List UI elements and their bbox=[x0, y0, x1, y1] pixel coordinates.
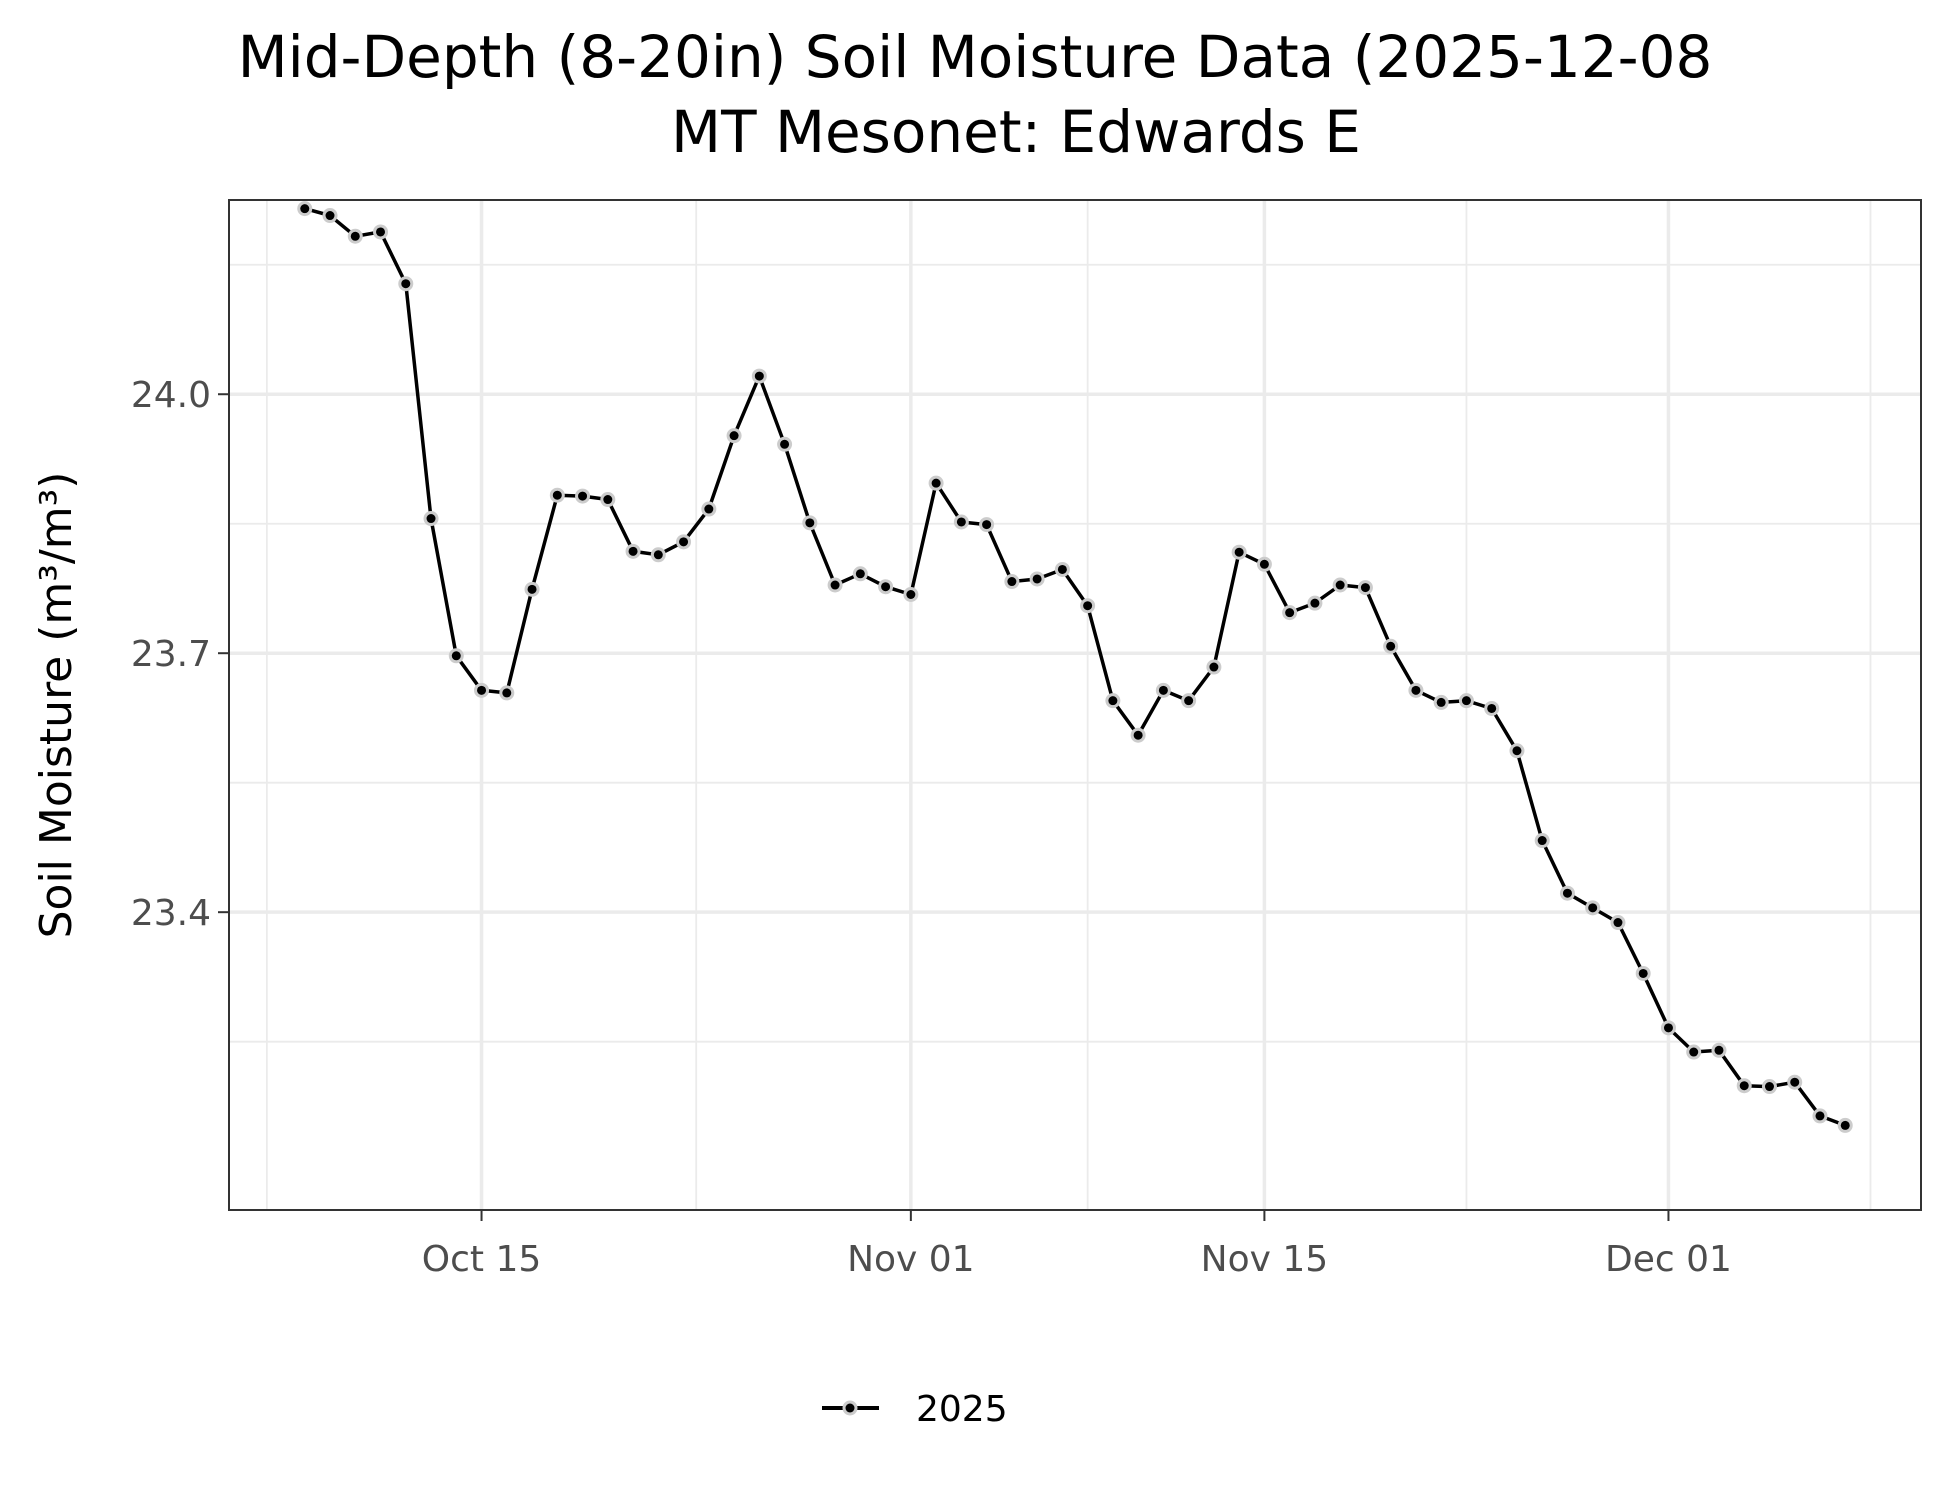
data-point bbox=[527, 584, 537, 594]
grid-minor bbox=[229, 200, 1921, 1210]
data-point bbox=[325, 211, 335, 221]
x-axis: Oct 15 Nov 01 Nov 15 Dec 01 bbox=[422, 1210, 1732, 1280]
series-points-layer bbox=[297, 201, 1853, 1133]
data-point bbox=[931, 478, 941, 488]
data-point bbox=[1158, 685, 1168, 695]
data-point bbox=[1083, 601, 1093, 611]
data-point bbox=[982, 520, 992, 530]
y-tick-label: 24.0 bbox=[131, 375, 211, 416]
data-point bbox=[628, 546, 638, 556]
x-tick-label: Nov 15 bbox=[1201, 1239, 1329, 1280]
data-point bbox=[1537, 836, 1547, 846]
data-point bbox=[1108, 696, 1118, 706]
data-point bbox=[502, 688, 512, 698]
data-point bbox=[780, 439, 790, 449]
grid-major bbox=[229, 200, 1921, 1210]
legend: 2025 bbox=[822, 1389, 1008, 1430]
plot-panel-border bbox=[228, 199, 1922, 1211]
data-point bbox=[1815, 1111, 1825, 1121]
data-point bbox=[1689, 1047, 1699, 1057]
data-point bbox=[1562, 888, 1572, 898]
data-point bbox=[1487, 703, 1497, 713]
data-point bbox=[1057, 564, 1067, 574]
data-point bbox=[1386, 641, 1396, 651]
y-tick-label: 23.7 bbox=[131, 634, 211, 675]
data-point bbox=[1764, 1082, 1774, 1092]
data-point bbox=[1512, 746, 1522, 756]
data-point bbox=[578, 491, 588, 501]
data-point bbox=[1663, 1023, 1673, 1033]
data-point bbox=[1436, 697, 1446, 707]
data-point bbox=[1638, 968, 1648, 978]
data-point bbox=[451, 651, 461, 661]
data-point bbox=[1310, 598, 1320, 608]
data-point bbox=[1461, 696, 1471, 706]
x-tick-label: Oct 15 bbox=[422, 1239, 542, 1280]
data-point bbox=[1714, 1045, 1724, 1055]
data-point bbox=[805, 518, 815, 528]
data-point bbox=[956, 517, 966, 527]
data-point bbox=[1259, 559, 1269, 569]
data-point bbox=[1184, 696, 1194, 706]
data-point bbox=[830, 580, 840, 590]
chart-subtitle: MT Mesonet: Edwards E bbox=[671, 98, 1361, 166]
data-point bbox=[881, 582, 891, 592]
data-point bbox=[1790, 1077, 1800, 1087]
legend-key-point bbox=[845, 1403, 855, 1413]
data-point bbox=[855, 569, 865, 579]
data-point bbox=[1234, 547, 1244, 557]
data-point bbox=[1739, 1081, 1749, 1091]
data-point bbox=[1840, 1120, 1850, 1130]
data-point bbox=[1007, 577, 1017, 587]
chart-title: Mid-Depth (8-20in) Soil Moisture Data (2… bbox=[238, 23, 1713, 91]
data-point bbox=[1032, 574, 1042, 584]
data-point bbox=[1613, 918, 1623, 928]
data-point bbox=[906, 590, 916, 600]
data-point bbox=[1588, 903, 1598, 913]
data-point bbox=[704, 504, 714, 514]
data-point bbox=[401, 279, 411, 289]
data-point bbox=[603, 495, 613, 505]
data-point bbox=[1285, 608, 1295, 618]
legend-label: 2025 bbox=[916, 1389, 1008, 1430]
data-point bbox=[653, 550, 663, 560]
data-point bbox=[1133, 730, 1143, 740]
data-point bbox=[729, 431, 739, 441]
x-tick-label: Dec 01 bbox=[1605, 1239, 1732, 1280]
data-point bbox=[376, 227, 386, 237]
data-point bbox=[552, 490, 562, 500]
data-point bbox=[1209, 662, 1219, 672]
data-point bbox=[1360, 583, 1370, 593]
data-point bbox=[477, 685, 487, 695]
data-point bbox=[350, 231, 360, 241]
y-axis: 24.0 23.7 23.4 bbox=[131, 375, 229, 934]
data-point bbox=[1335, 580, 1345, 590]
y-axis-label: Soil Moisture (m³/m³) bbox=[31, 472, 82, 939]
data-point bbox=[426, 514, 436, 524]
y-tick-label: 23.4 bbox=[131, 893, 211, 934]
data-point bbox=[1411, 685, 1421, 695]
data-point bbox=[679, 537, 689, 547]
data-point bbox=[300, 204, 310, 214]
x-tick-label: Nov 01 bbox=[847, 1239, 975, 1280]
data-point bbox=[754, 371, 764, 381]
